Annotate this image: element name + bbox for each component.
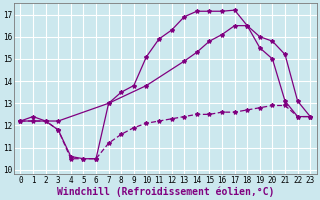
X-axis label: Windchill (Refroidissement éolien,°C): Windchill (Refroidissement éolien,°C) [57,186,274,197]
